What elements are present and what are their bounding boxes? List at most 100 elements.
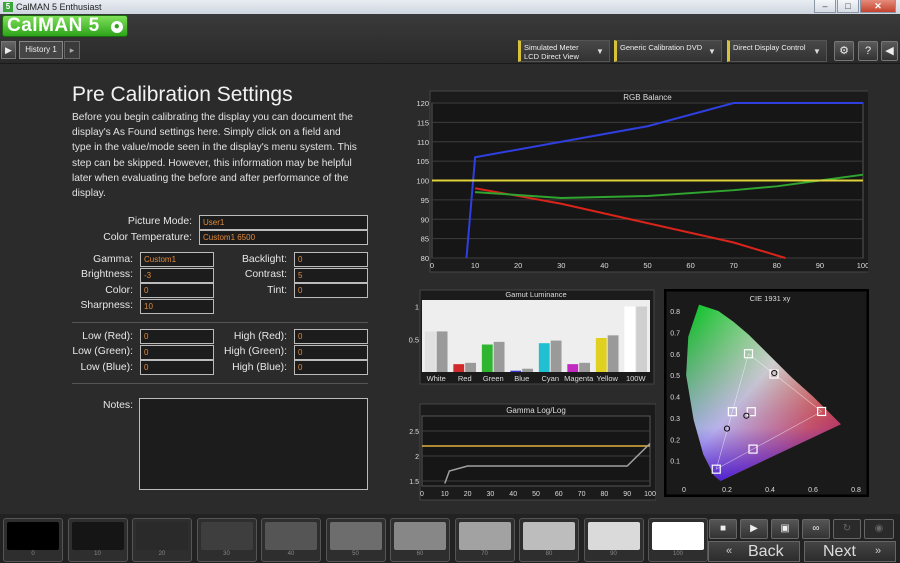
maximize-button[interactable]: □: [837, 0, 859, 13]
x-tick-label: Magenta: [564, 374, 594, 383]
minimize-button[interactable]: –: [814, 0, 836, 13]
loop-icon[interactable]: ∞: [802, 519, 830, 539]
workflow-nav-icon[interactable]: ▶: [1, 41, 16, 59]
gamut-triangle: [715, 353, 823, 470]
swatch-color: [523, 522, 575, 550]
window-title: CalMAN 5 Enthusiast: [16, 2, 102, 12]
low-green-field[interactable]: 0: [140, 345, 214, 360]
low-blue-field[interactable]: 0: [140, 360, 214, 375]
bar-cyan-0: [538, 343, 550, 372]
y-tick-label: 1: [415, 303, 419, 312]
grayscale-swatch-60[interactable]: 60: [390, 518, 450, 562]
grayscale-swatch-70[interactable]: 70: [454, 518, 515, 562]
settings-gear-icon[interactable]: ⚙: [834, 41, 854, 61]
divider: [72, 322, 368, 323]
x-tick-label: 30: [487, 491, 495, 498]
gamma-field[interactable]: Custom1: [140, 252, 214, 267]
x-tick-label: 30: [557, 261, 565, 270]
brightness-field[interactable]: -3: [140, 268, 214, 283]
grayscale-swatch-0[interactable]: 0: [3, 518, 63, 562]
swatch-label: 90: [610, 551, 617, 557]
top-toolbar: CalMAN 5 ● ▶ History 1 ▸ Simulated Meter…: [0, 14, 900, 64]
high-blue-field[interactable]: 0: [294, 360, 368, 375]
back-button[interactable]: « Back: [708, 541, 800, 562]
color-temperature-field[interactable]: Custom1 6500: [199, 230, 368, 245]
picture-mode-field[interactable]: User1: [199, 215, 368, 230]
x-tick-label: 10: [441, 491, 449, 498]
y-tick-label: 105: [416, 157, 429, 166]
contrast-field[interactable]: 5: [294, 268, 368, 283]
back-chevrons-icon: «: [726, 545, 733, 557]
x-tick-label: 0.6: [808, 487, 818, 494]
x-tick-label: 0.8: [851, 487, 861, 494]
x-tick-label: 0.2: [722, 487, 732, 494]
title-bar: 5 CalMAN 5 Enthusiast – □ ✕: [0, 0, 900, 14]
grayscale-swatch-20[interactable]: 20: [132, 518, 192, 562]
bar-yellow-1: [607, 335, 619, 372]
y-tick-label: 120: [416, 99, 429, 108]
bar-white-0: [424, 331, 436, 372]
high-red-label: High (Red):: [233, 331, 287, 342]
x-tick-label: Yellow: [597, 374, 619, 383]
spectral-locus-shade: [686, 304, 841, 481]
source-dropdown-line1: Generic Calibration DVD: [620, 43, 703, 52]
grayscale-swatch-80[interactable]: 80: [519, 518, 579, 562]
chevron-down-icon: ▼: [813, 47, 821, 56]
low-red-field[interactable]: 0: [140, 329, 214, 344]
swatch-label: 0: [31, 551, 35, 557]
close-button[interactable]: ✕: [860, 0, 896, 13]
add-tab-icon[interactable]: ▸: [64, 41, 80, 59]
swatch-label: 60: [416, 551, 424, 557]
target-marker-6: [746, 407, 756, 417]
series-line-0: [465, 102, 863, 259]
sharpness-field[interactable]: 10: [140, 299, 214, 314]
save-icon[interactable]: ▣: [771, 519, 799, 539]
stop-icon[interactable]: ■: [709, 519, 737, 539]
next-button-label: Next: [823, 543, 856, 560]
help-icon[interactable]: ?: [858, 41, 878, 61]
play-icon[interactable]: ▶: [740, 519, 768, 539]
target-marker-2: [711, 464, 721, 474]
x-tick-label: White: [427, 374, 446, 383]
chevron-down-icon: ▼: [708, 47, 716, 56]
grayscale-swatch-10[interactable]: 10: [67, 518, 128, 562]
high-red-field[interactable]: 0: [294, 329, 368, 344]
y-tick-label: 0.7: [670, 330, 680, 337]
x-tick-label: 60: [555, 491, 563, 498]
meter-dropdown[interactable]: Simulated Meter LCD Direct View ▼: [518, 40, 610, 62]
grayscale-swatch-100[interactable]: 100: [648, 518, 708, 562]
grayscale-swatch-50[interactable]: 50: [325, 518, 386, 562]
collapse-icon[interactable]: ◀: [881, 41, 898, 61]
color-temperature-label: Color Temperature:: [103, 232, 192, 243]
x-tick-label: 100: [644, 491, 656, 498]
backlight-field[interactable]: 0: [294, 252, 368, 267]
backlight-label: Backlight:: [241, 254, 287, 265]
chart-title: Gamut Luminance: [505, 290, 566, 299]
color-label: Color:: [105, 285, 133, 296]
grayscale-swatch-90[interactable]: 90: [583, 518, 644, 562]
meter-settings-icon[interactable]: ◉: [864, 519, 894, 539]
next-button[interactable]: Next »: [804, 541, 896, 562]
tab-history-1[interactable]: History 1: [19, 41, 63, 59]
bar-magenta-1: [579, 362, 591, 372]
bar-100w-0: [624, 306, 636, 372]
y-tick-label: 2.5: [409, 429, 419, 436]
refresh-icon[interactable]: ↻: [833, 519, 861, 539]
chart-title: RGB Balance: [623, 93, 672, 102]
notes-textarea[interactable]: [139, 398, 368, 490]
calman-logo[interactable]: CalMAN 5 ●: [2, 15, 128, 37]
meter-dropdown-line1: Simulated Meter: [524, 43, 579, 52]
tint-field[interactable]: 0: [294, 283, 368, 298]
color-field[interactable]: 0: [140, 283, 214, 298]
grayscale-swatch-30[interactable]: 30: [196, 518, 257, 562]
x-tick-label: 60: [686, 261, 694, 270]
bar-white-1: [436, 331, 448, 372]
x-tick-label: Blue: [514, 374, 529, 383]
high-green-field[interactable]: 0: [294, 345, 368, 360]
y-tick-label: 1.5: [409, 479, 419, 486]
grayscale-swatch-40[interactable]: 40: [261, 518, 321, 562]
swatch-color: [394, 522, 446, 550]
source-dropdown[interactable]: Generic Calibration DVD ▼: [614, 40, 722, 62]
display-dropdown[interactable]: Direct Display Control ▼: [727, 40, 827, 62]
